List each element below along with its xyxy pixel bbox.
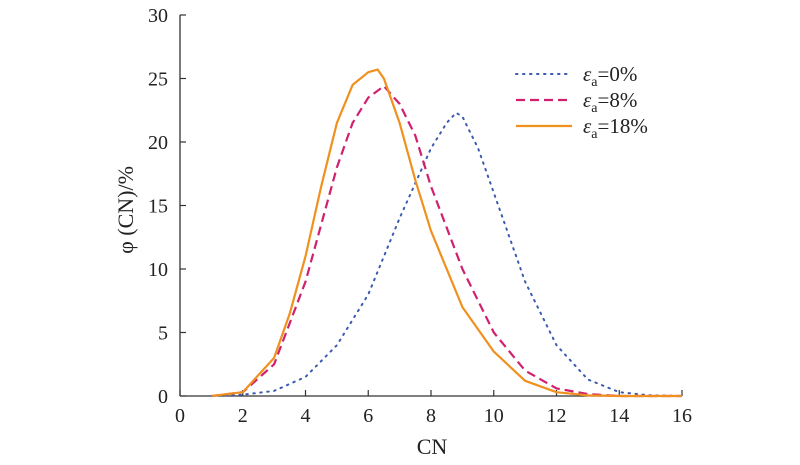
legend-item-2: εa=18%: [516, 114, 648, 142]
plot-area: [210, 68, 683, 398]
legend-label: εa=8%: [583, 88, 637, 116]
y-tick-label: 0: [158, 386, 168, 408]
legend-item-0: εa=0%: [515, 62, 637, 90]
x-tick-label: 2: [238, 405, 248, 427]
y-tick-label: 30: [148, 5, 168, 27]
series-line-2: [211, 68, 682, 398]
x-tick-label: 4: [301, 405, 311, 427]
x-tick-label: 6: [363, 405, 373, 427]
x-tick-label: 10: [484, 405, 504, 427]
legend-item-1: εa=8%: [516, 88, 637, 116]
series-line-0: [210, 111, 683, 397]
legend: εa=0%εa=8%εa=18%: [515, 62, 648, 142]
series-line-1: [211, 84, 682, 398]
axes: 0 2 4 6 8 10 12 14 16 0 5 10 15 20 25 30: [148, 5, 692, 427]
x-tick-label: 12: [547, 405, 567, 427]
legend-label: εa=0%: [583, 62, 637, 90]
x-tick-label: 0: [175, 405, 185, 427]
y-tick-label: 15: [148, 196, 168, 218]
y-tick-label: 5: [158, 323, 168, 345]
y-tick-label: 20: [148, 132, 168, 154]
x-axis-title: CN: [417, 434, 448, 459]
legend-label: εa=18%: [583, 114, 648, 142]
x-tick-label: 8: [426, 405, 436, 427]
y-tick-label: 10: [148, 259, 168, 281]
x-tick-label: 16: [672, 405, 692, 427]
x-tick-label: 14: [609, 405, 629, 427]
y-tick-label: 25: [148, 69, 168, 91]
y-axis-title: φ (CN)/%: [113, 166, 138, 254]
